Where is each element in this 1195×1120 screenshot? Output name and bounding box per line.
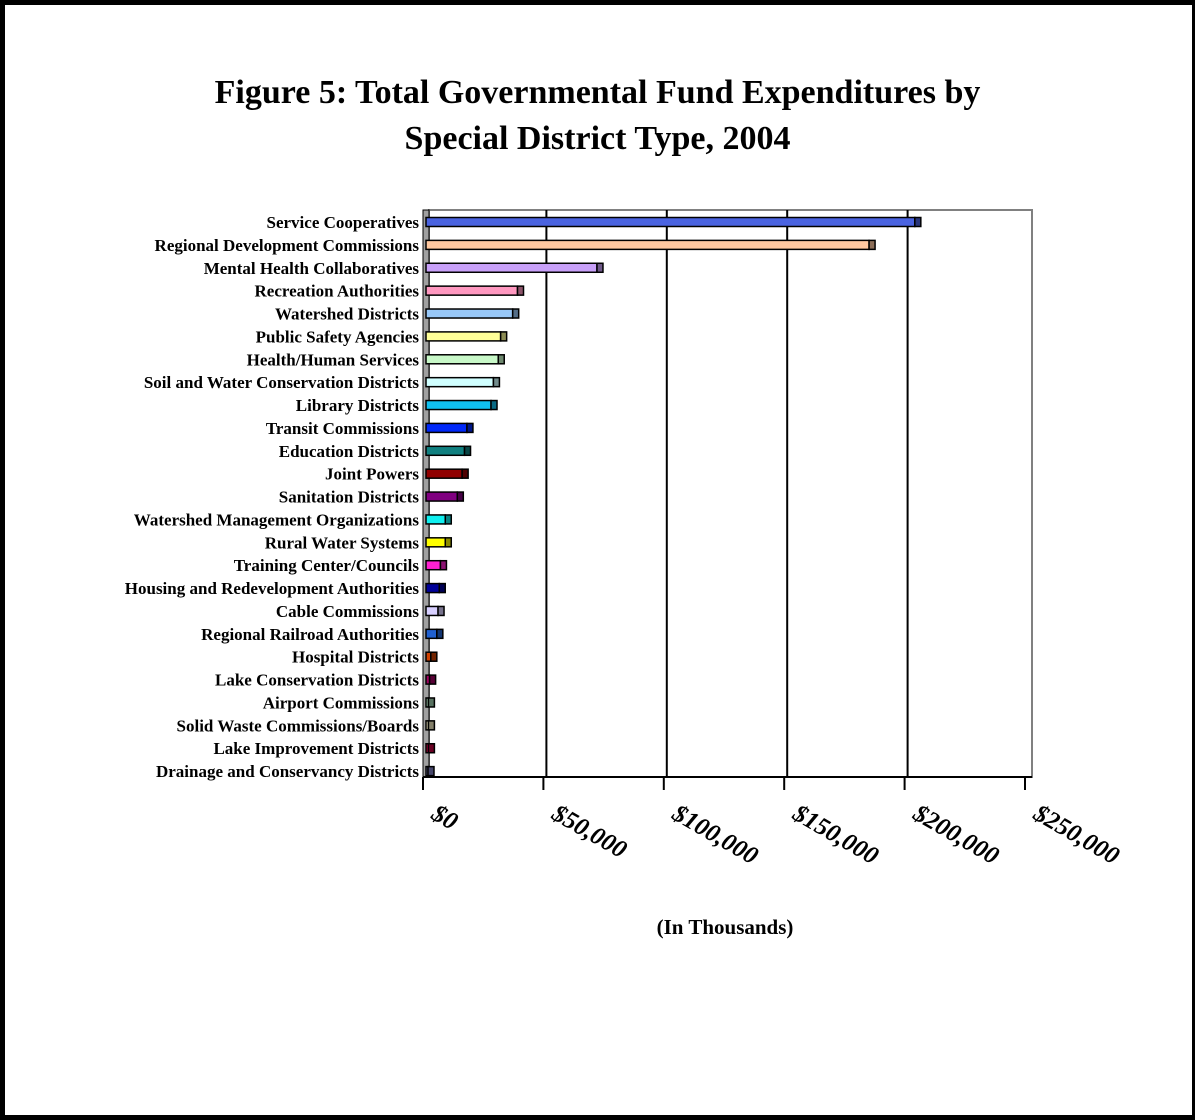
x-tick-labels: $0 $50,000 $100,000 $150,000 $200,000 $250,00…: [426, 799, 1124, 870]
bar-end: [444, 514, 453, 525]
bar: [425, 262, 598, 274]
bar-end: [444, 537, 453, 548]
bar-end: [456, 491, 465, 502]
category-label: Watershed Districts: [275, 305, 419, 324]
category-label: Rural Water Systems: [265, 533, 420, 552]
bar-end: [492, 376, 501, 388]
category-label: Lake Improvement Districts: [213, 739, 419, 758]
category-label: Regional Development Commissions: [155, 236, 420, 255]
bar-end: [427, 742, 436, 754]
bar: [425, 468, 463, 479]
bar-end: [461, 468, 469, 479]
bar-end: [914, 216, 922, 228]
bar: [425, 628, 438, 640]
category-labels: Service Cooperatives Regional Development…: [125, 213, 420, 781]
bar-end: [436, 628, 444, 640]
chart-title-line-1: Figure 5: Total Governmental Fund Expend…: [214, 74, 981, 111]
category-label: Recreation Authorities: [255, 282, 420, 301]
category-label: Drainage and Conservancy Districts: [156, 762, 419, 781]
chart-title-line-2: Special District Type, 2004: [404, 120, 791, 157]
category-label: Soil and Water Conservation Districts: [144, 373, 420, 392]
category-label: Joint Powers: [325, 465, 419, 484]
bar: [425, 399, 492, 411]
bar: [425, 537, 447, 548]
category-label: Hospital Districts: [292, 648, 419, 667]
category-label: Transit Commissions: [266, 419, 420, 438]
bar: [425, 514, 447, 525]
bar-end: [427, 697, 436, 708]
category-label: Public Safety Agencies: [256, 327, 420, 346]
bar-end: [868, 239, 876, 251]
x-tick-label: $250,000: [1028, 799, 1124, 870]
bar: [425, 216, 916, 228]
category-label: Training Center/Councils: [234, 556, 420, 575]
x-tick-label: $100,000: [667, 799, 763, 870]
category-label: Airport Commissions: [263, 693, 420, 712]
x-tick-label: $200,000: [908, 799, 1004, 870]
x-tick-label: $50,000: [547, 799, 632, 864]
bar: [425, 354, 499, 365]
category-label: Library Districts: [296, 396, 420, 415]
bar: [425, 559, 442, 571]
bar-end: [430, 651, 438, 662]
x-tick-label: $150,000: [787, 799, 883, 870]
bar-end: [516, 285, 525, 296]
category-label: Sanitation Districts: [279, 488, 420, 507]
bar: [425, 445, 466, 457]
bar-end: [511, 308, 520, 319]
gridlines: [422, 210, 1026, 790]
bar-end: [490, 399, 498, 411]
bar-end: [439, 559, 448, 571]
bar-end: [437, 605, 445, 617]
bar-end: [427, 765, 435, 777]
category-label: Lake Conservation Districts: [215, 671, 419, 690]
category-label: Regional Railroad Authorities: [201, 625, 419, 644]
x-tick-label: $0: [426, 799, 462, 836]
bar-end: [497, 354, 505, 365]
bars: [425, 216, 922, 777]
bar-end: [466, 422, 474, 434]
category-label: Solid Waste Commissions/Boards: [177, 716, 420, 735]
category-label: Service Cooperatives: [267, 213, 420, 232]
bar-end: [499, 331, 508, 342]
bar: [425, 308, 514, 319]
category-label: Mental Health Collaboratives: [204, 259, 420, 278]
bar-end: [463, 445, 472, 457]
bar: [425, 582, 440, 594]
category-label: Education Districts: [279, 442, 420, 461]
bar: [425, 331, 502, 342]
bar: [425, 285, 519, 296]
bar: [425, 491, 459, 502]
category-label: Cable Commissions: [276, 602, 419, 621]
bar: [425, 605, 439, 617]
x-axis-title: (In Thousands): [657, 915, 794, 939]
category-label: Health/Human Services: [247, 350, 420, 369]
bar: [425, 239, 870, 251]
category-label: Housing and Redevelopment Authorities: [125, 579, 420, 598]
bar-end: [438, 582, 446, 594]
bar-end: [428, 674, 437, 685]
bar-end: [596, 262, 604, 274]
category-label: Watershed Management Organizations: [134, 510, 420, 529]
bar-end: [427, 720, 436, 731]
chart-title: Figure 5: Total Governmental Fund Expend…: [0, 70, 1195, 162]
bar: [425, 376, 495, 388]
bar: [425, 422, 468, 434]
